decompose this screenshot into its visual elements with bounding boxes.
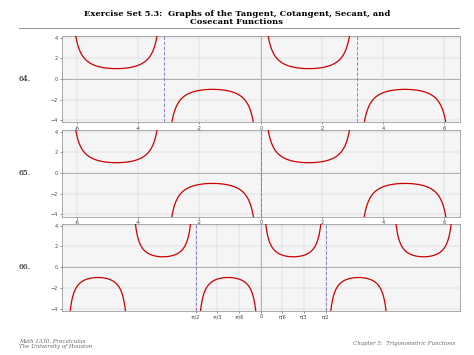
Text: 65.: 65. <box>19 169 31 177</box>
Text: Exercise Set 5.3:  Graphs of the Tangent, Cotangent, Secant, and: Exercise Set 5.3: Graphs of the Tangent,… <box>84 10 390 18</box>
Text: Cosecant Functions: Cosecant Functions <box>191 18 283 26</box>
Text: The University of Houston: The University of Houston <box>19 344 92 349</box>
Text: Chapter 5:  Trigonometric Functions: Chapter 5: Trigonometric Functions <box>353 342 455 346</box>
Text: 64.: 64. <box>19 75 31 83</box>
Text: Math 1330, Precalculus: Math 1330, Precalculus <box>19 339 85 344</box>
Text: 66.: 66. <box>19 263 31 271</box>
